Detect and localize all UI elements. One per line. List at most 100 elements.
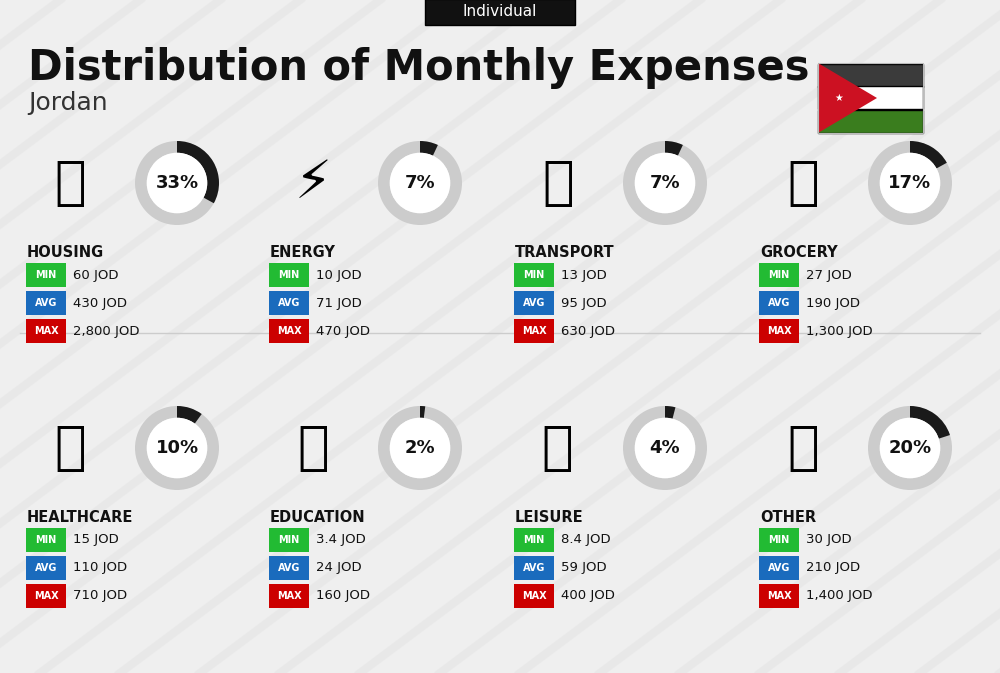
Text: AVG: AVG [768, 563, 790, 573]
Text: 20%: 20% [888, 439, 932, 457]
Text: 15 JOD: 15 JOD [73, 534, 119, 546]
FancyBboxPatch shape [26, 263, 66, 287]
FancyBboxPatch shape [514, 291, 554, 315]
Circle shape [635, 153, 695, 213]
Text: 10 JOD: 10 JOD [316, 269, 362, 281]
FancyBboxPatch shape [759, 263, 799, 287]
Circle shape [635, 418, 695, 479]
Text: 1,300 JOD: 1,300 JOD [806, 324, 873, 337]
Text: 🏢: 🏢 [54, 157, 86, 209]
FancyBboxPatch shape [26, 556, 66, 580]
FancyBboxPatch shape [759, 584, 799, 608]
Text: 27 JOD: 27 JOD [806, 269, 852, 281]
Text: 2%: 2% [405, 439, 435, 457]
FancyBboxPatch shape [759, 319, 799, 343]
Text: AVG: AVG [278, 298, 300, 308]
FancyBboxPatch shape [818, 110, 923, 133]
Text: 60 JOD: 60 JOD [73, 269, 119, 281]
FancyBboxPatch shape [818, 86, 923, 109]
Wedge shape [177, 406, 202, 423]
Circle shape [147, 418, 207, 479]
Circle shape [390, 153, 450, 213]
Circle shape [880, 418, 940, 479]
Text: 10%: 10% [155, 439, 199, 457]
FancyBboxPatch shape [818, 64, 923, 87]
Text: 🛒: 🛒 [787, 157, 819, 209]
FancyBboxPatch shape [269, 291, 309, 315]
Text: 190 JOD: 190 JOD [806, 297, 860, 310]
Text: AVG: AVG [35, 563, 57, 573]
Text: MAX: MAX [767, 591, 791, 601]
Text: 24 JOD: 24 JOD [316, 561, 362, 575]
Text: 8.4 JOD: 8.4 JOD [561, 534, 611, 546]
FancyBboxPatch shape [759, 528, 799, 552]
Wedge shape [910, 406, 950, 439]
Wedge shape [868, 141, 952, 225]
Text: AVG: AVG [523, 563, 545, 573]
Text: HOUSING: HOUSING [27, 245, 104, 260]
Circle shape [880, 153, 940, 213]
Text: MAX: MAX [277, 591, 301, 601]
Text: 30 JOD: 30 JOD [806, 534, 852, 546]
Text: 13 JOD: 13 JOD [561, 269, 607, 281]
Text: TRANSPORT: TRANSPORT [515, 245, 615, 260]
Polygon shape [818, 63, 877, 133]
Text: 2,800 JOD: 2,800 JOD [73, 324, 140, 337]
Text: 430 JOD: 430 JOD [73, 297, 127, 310]
Text: 1,400 JOD: 1,400 JOD [806, 590, 872, 602]
Text: MIN: MIN [523, 270, 545, 280]
Text: MIN: MIN [35, 535, 57, 545]
Text: 160 JOD: 160 JOD [316, 590, 370, 602]
Text: MAX: MAX [522, 591, 546, 601]
Text: MAX: MAX [767, 326, 791, 336]
FancyBboxPatch shape [514, 319, 554, 343]
Text: 470 JOD: 470 JOD [316, 324, 370, 337]
FancyBboxPatch shape [269, 528, 309, 552]
Text: 33%: 33% [155, 174, 199, 192]
Text: 630 JOD: 630 JOD [561, 324, 615, 337]
FancyBboxPatch shape [425, 0, 575, 25]
Wedge shape [420, 141, 438, 155]
Text: Jordan: Jordan [28, 91, 108, 115]
FancyBboxPatch shape [269, 319, 309, 343]
Text: HEALTHCARE: HEALTHCARE [27, 510, 133, 525]
Text: MAX: MAX [34, 326, 58, 336]
Text: 210 JOD: 210 JOD [806, 561, 860, 575]
Text: 110 JOD: 110 JOD [73, 561, 127, 575]
Text: ENERGY: ENERGY [270, 245, 336, 260]
Text: ★: ★ [835, 93, 843, 103]
Text: 🛍️: 🛍️ [542, 422, 574, 474]
Text: 17%: 17% [888, 174, 932, 192]
FancyBboxPatch shape [26, 291, 66, 315]
FancyBboxPatch shape [514, 584, 554, 608]
Text: 4%: 4% [650, 439, 680, 457]
Text: MIN: MIN [523, 535, 545, 545]
Text: MIN: MIN [278, 535, 300, 545]
Wedge shape [910, 141, 947, 168]
Wedge shape [420, 406, 425, 418]
Text: Distribution of Monthly Expenses: Distribution of Monthly Expenses [28, 47, 810, 89]
Text: 71 JOD: 71 JOD [316, 297, 362, 310]
Wedge shape [177, 141, 219, 203]
FancyBboxPatch shape [26, 319, 66, 343]
FancyBboxPatch shape [26, 528, 66, 552]
FancyBboxPatch shape [514, 263, 554, 287]
Text: Individual: Individual [463, 5, 537, 20]
Wedge shape [623, 406, 707, 490]
Text: 7%: 7% [650, 174, 680, 192]
FancyBboxPatch shape [26, 584, 66, 608]
Circle shape [147, 153, 207, 213]
Text: 95 JOD: 95 JOD [561, 297, 607, 310]
Text: 710 JOD: 710 JOD [73, 590, 127, 602]
Text: EDUCATION: EDUCATION [270, 510, 366, 525]
Text: MAX: MAX [522, 326, 546, 336]
Text: 3.4 JOD: 3.4 JOD [316, 534, 366, 546]
Text: 💰: 💰 [787, 422, 819, 474]
FancyBboxPatch shape [759, 291, 799, 315]
Text: MAX: MAX [34, 591, 58, 601]
Text: AVG: AVG [768, 298, 790, 308]
Text: MIN: MIN [278, 270, 300, 280]
Text: 59 JOD: 59 JOD [561, 561, 607, 575]
FancyBboxPatch shape [269, 584, 309, 608]
Text: MIN: MIN [768, 270, 790, 280]
